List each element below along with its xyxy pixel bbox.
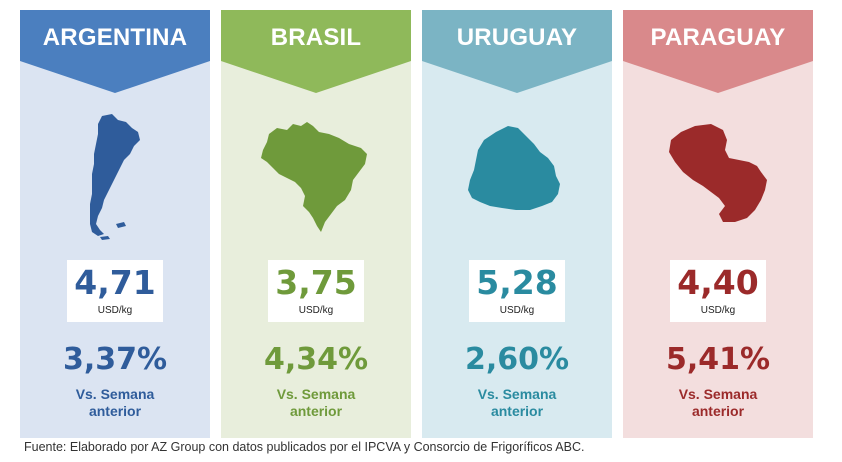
comparison-label-line1: Vs. Semana: [678, 386, 758, 402]
weekly-change-value: 2,60%: [464, 342, 570, 377]
brasil-map-icon: [261, 122, 367, 232]
country-name: BRASIL: [270, 24, 362, 51]
paraguay-map-icon: [669, 124, 767, 222]
price-box: 4,40 USD/kg: [670, 260, 766, 322]
comparison-label: Vs. Semana anterior: [623, 386, 813, 420]
weekly-change-value: 3,37%: [62, 342, 168, 377]
price-unit: USD/kg: [499, 305, 535, 316]
price-box: 5,28 USD/kg: [469, 260, 565, 322]
price-value: 3,75: [275, 263, 357, 302]
comparison-label-line1: Vs. Semana: [276, 386, 356, 402]
country-banner: [422, 10, 612, 93]
comparison-label-line1: Vs. Semana: [477, 386, 557, 402]
country-name: PARAGUAY: [650, 24, 786, 51]
price-unit: USD/kg: [298, 305, 334, 316]
country-card-brasil: BRASIL 3,75 USD/kg 4,34% Vs. Semana ante…: [221, 10, 411, 438]
price-value: 5,28: [476, 263, 558, 302]
comparison-label-line2: anterior: [88, 403, 142, 419]
comparison-label-line2: anterior: [490, 403, 544, 419]
weekly-change-value: 5,41%: [665, 342, 771, 377]
country-banner: [623, 10, 813, 93]
price-box: 4,71 USD/kg: [67, 260, 163, 322]
country-banner: [221, 10, 411, 93]
uruguay-map-icon: [468, 126, 560, 210]
comparison-label-line2: anterior: [691, 403, 745, 419]
comparison-label: Vs. Semana anterior: [221, 386, 411, 420]
price-unit: USD/kg: [700, 305, 736, 316]
price-value: 4,40: [677, 263, 759, 302]
price-value: 4,71: [74, 263, 156, 302]
comparison-label: Vs. Semana anterior: [422, 386, 612, 420]
country-name: ARGENTINA: [42, 24, 188, 51]
source-note: Fuente: Elaborado por AZ Group con datos…: [24, 440, 585, 454]
comparison-label: Vs. Semana anterior: [20, 386, 210, 420]
country-banner: [20, 10, 210, 93]
country-card-paraguay: PARAGUAY 4,40 USD/kg 5,41% Vs. Semana an…: [623, 10, 813, 438]
country-card-argentina: ARGENTINA 4,71 USD/kg 3,37% Vs. Semana a…: [20, 10, 210, 438]
country-name: URUGUAY: [456, 24, 578, 51]
argentina-map-icon: [90, 114, 140, 240]
price-box: 3,75 USD/kg: [268, 260, 364, 322]
weekly-change-value: 4,34%: [263, 342, 369, 377]
comparison-label-line1: Vs. Semana: [75, 386, 155, 402]
comparison-label-line2: anterior: [289, 403, 343, 419]
price-unit: USD/kg: [97, 305, 133, 316]
country-card-uruguay: URUGUAY 5,28 USD/kg 2,60% Vs. Semana ant…: [422, 10, 612, 438]
